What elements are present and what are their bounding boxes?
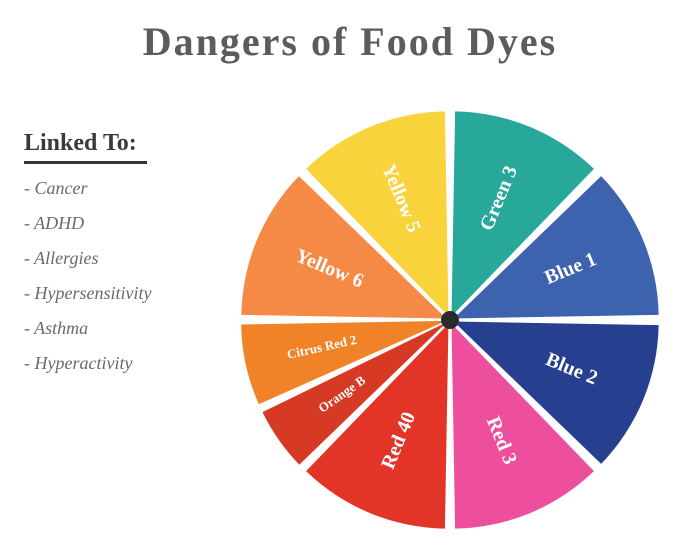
pie-center-dot xyxy=(441,311,459,329)
linked-item: - Hyperactivity xyxy=(24,353,151,374)
linked-item: - Allergies xyxy=(24,248,151,269)
pie-chart: Green 3Blue 1Blue 2Red 3Red 40Orange BCi… xyxy=(239,109,661,531)
linked-panel: Linked To: - Cancer - ADHD - Allergies - Hy… xyxy=(24,130,151,388)
linked-item: - ADHD xyxy=(24,213,151,234)
linked-list: - Cancer - ADHD - Allergies - Hypersensitiv… xyxy=(24,178,151,374)
linked-item: - Hypersensitivity xyxy=(24,283,151,304)
linked-heading: Linked To: xyxy=(24,130,147,164)
page-title: Dangers of Food Dyes xyxy=(0,18,700,65)
linked-item: - Cancer xyxy=(24,178,151,199)
linked-item: - Asthma xyxy=(24,318,151,339)
infographic-stage: Dangers of Food Dyes Linked To: - Cancer… xyxy=(0,0,700,556)
